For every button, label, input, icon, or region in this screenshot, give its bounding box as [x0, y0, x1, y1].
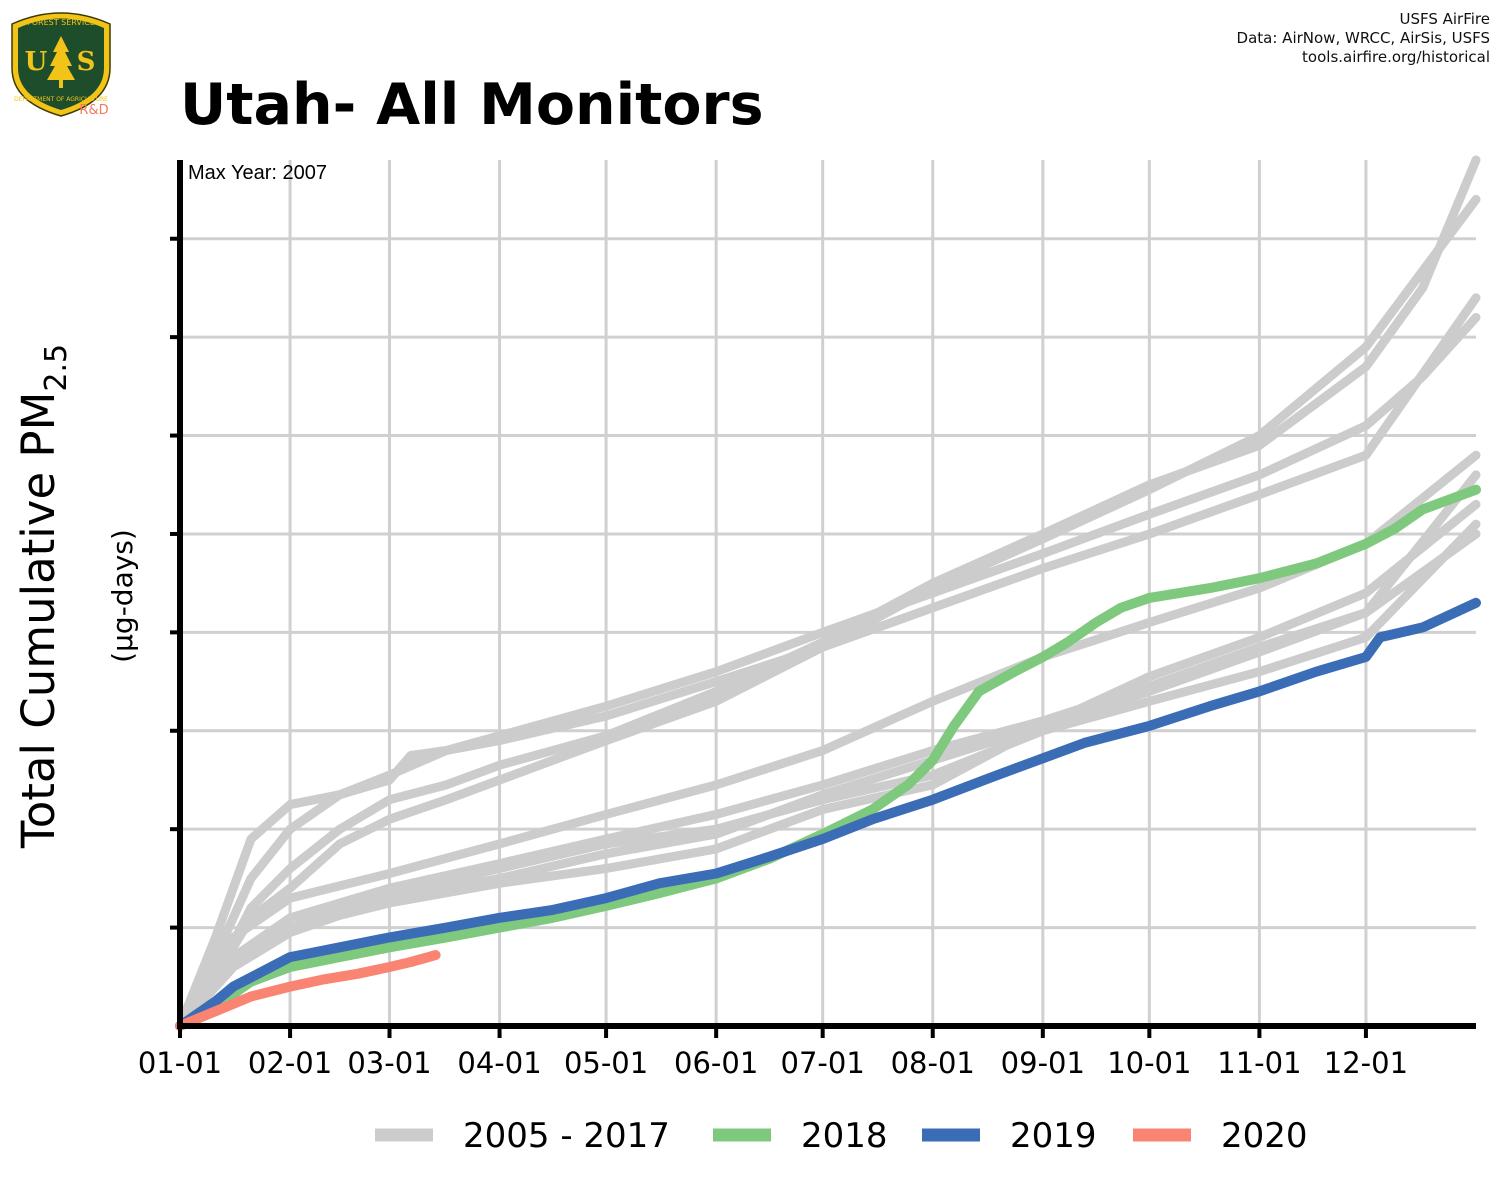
series-line-2005-2017-3: [175, 194, 1481, 1031]
series-lines: [175, 155, 1481, 1031]
legend-label: 2005 - 2017: [463, 1116, 670, 1156]
x-tick-label: 02-01: [248, 1046, 332, 1080]
x-tick-label: 06-01: [674, 1046, 758, 1080]
x-tick-label: 05-01: [564, 1046, 648, 1080]
x-tick-labels: 01-01 02-01 03-01 04-01 05-01 06-01 07-01 08-01…: [138, 1046, 1408, 1080]
x-tick-label: 03-01: [347, 1046, 431, 1080]
series-line-2005-2017-2: [175, 155, 1481, 1031]
legend: 2005 - 2017 2018 2019 2020: [375, 1116, 1308, 1156]
rd-badge: R&D: [79, 103, 108, 118]
x-tick-label: 07-01: [781, 1046, 865, 1080]
credit-line-data: Data: AirNow, WRCC, AirSis, USFS: [1236, 29, 1490, 47]
chart-title: Utah- All Monitors: [180, 72, 764, 138]
series-line-2005-2017-4: [175, 450, 1481, 1031]
logo-top-text: FOREST SERVICE: [27, 18, 95, 27]
x-tick-label: 08-01: [891, 1046, 975, 1080]
max-year-annotation: Max Year: 2007: [188, 162, 327, 184]
y-axis-title: Total Cumulative PM2.5: [12, 344, 74, 849]
x-tick-label: 09-01: [1001, 1046, 1085, 1080]
legend-label: 2018: [801, 1116, 888, 1156]
series-line-2019: [175, 597, 1481, 1031]
x-tick-label: 12-01: [1324, 1046, 1408, 1080]
credits: USFS AirFire Data: AirNow, WRCC, AirSis,…: [1237, 10, 1490, 67]
logo-letter-s: S: [77, 47, 96, 77]
series-line-2020: [175, 950, 441, 1031]
series-line-2018: [175, 484, 1481, 1031]
series-line-2005-2017-5: [175, 470, 1481, 1031]
x-tick-label: 11-01: [1217, 1046, 1301, 1080]
tree-trunk: [59, 80, 63, 88]
x-tick-label: 10-01: [1107, 1046, 1191, 1080]
series-line-2005-2017-8: [175, 529, 1481, 1031]
y-axis-title-subscript: 2.5: [39, 344, 74, 392]
legend-label: 2020: [1221, 1116, 1308, 1156]
credit-line-org: USFS AirFire: [1399, 10, 1490, 28]
logo-bottom-text: DEPARTMENT OF AGRICULTURE: [14, 96, 108, 103]
series-line-2005-2017-1: [175, 293, 1481, 1031]
axes: [170, 160, 1476, 1038]
x-tick-label: 04-01: [457, 1046, 541, 1080]
legend-label: 2019: [1010, 1116, 1097, 1156]
series-line-2005-2017-0: [175, 313, 1481, 1031]
logo-letter-u: U: [25, 47, 48, 77]
credit-line-url: tools.airfire.org/historical: [1302, 48, 1490, 66]
y-axis-units: (µg-days): [106, 529, 139, 663]
y-axis-title-text: Total Cumulative PM: [12, 392, 65, 850]
tree-icon: [47, 36, 75, 80]
x-tick-label: 01-01: [138, 1046, 222, 1080]
usfs-logo: FOREST SERVICE U S DEPARTMENT OF AGRICUL…: [11, 12, 111, 118]
